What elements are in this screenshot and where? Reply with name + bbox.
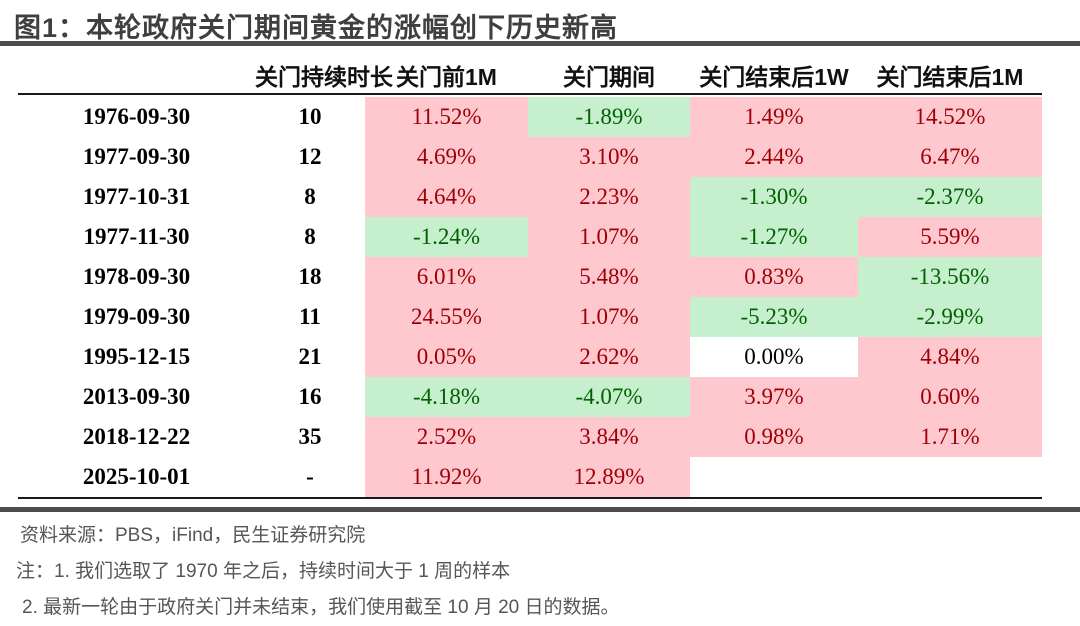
date-cell: 1978-09-30 xyxy=(82,264,191,289)
value-cell: -4.07% xyxy=(528,377,690,417)
table-row: 2013-09-30 16 -4.18% -4.07% 3.97% 0.60% xyxy=(18,377,1042,417)
value-cell: 1.71% xyxy=(858,417,1042,457)
duration-cell: - xyxy=(306,464,314,489)
value-cell: -1.89% xyxy=(528,97,690,137)
duration-cell: 35 xyxy=(298,424,322,449)
value-cell: 14.52% xyxy=(858,97,1042,137)
value-cell: 24.55% xyxy=(365,297,528,337)
value-cell: -1.27% xyxy=(690,217,858,257)
value-cell: 6.47% xyxy=(858,137,1042,177)
value-cell: 11.92% xyxy=(365,457,528,497)
value-cell: 0.98% xyxy=(690,417,858,457)
value-cell: 3.10% xyxy=(528,137,690,177)
value-cell: -2.37% xyxy=(858,177,1042,217)
value-cell: 2.23% xyxy=(528,177,690,217)
date-cell: 1977-09-30 xyxy=(82,144,191,169)
value-cell: 6.01% xyxy=(365,257,528,297)
value-cell: 11.52% xyxy=(365,97,528,137)
date-cell: 2025-10-01 xyxy=(82,464,191,489)
header-separator-line xyxy=(18,93,1042,95)
table-row: 2018-12-22 35 2.52% 3.84% 0.98% 1.71% xyxy=(18,417,1042,457)
footnote-2: 2. 最新一轮由于政府关门并未结束，我们使用截至 10 月 20 日的数据。 xyxy=(22,597,620,618)
value-cell: -1.24% xyxy=(365,217,528,257)
figure-title: 图1：本轮政府关门期间黄金的涨幅创下历史新高 xyxy=(14,13,619,43)
date-cell: 2013-09-30 xyxy=(82,384,191,409)
value-cell: 1.07% xyxy=(528,297,690,337)
header-cell: 关门结束后1M xyxy=(876,63,1024,90)
duration-cell: 11 xyxy=(299,304,321,329)
date-cell: 1977-11-30 xyxy=(83,224,190,249)
duration-cell: 21 xyxy=(298,344,322,369)
value-cell xyxy=(690,457,858,497)
value-cell: -4.18% xyxy=(365,377,528,417)
value-cell: 0.60% xyxy=(858,377,1042,417)
header-cell: 关门前1M xyxy=(396,63,497,90)
table-row: 1978-09-30 18 6.01% 5.48% 0.83% -13.56% xyxy=(18,257,1042,297)
table-body: 1976-09-30 10 11.52% -1.89% 1.49% 14.52% 1977-… xyxy=(18,97,1042,497)
date-cell: 2018-12-22 xyxy=(82,424,191,449)
value-cell: 4.84% xyxy=(858,337,1042,377)
duration-cell: 12 xyxy=(298,144,322,169)
value-cell: -1.30% xyxy=(690,177,858,217)
value-cell: 5.59% xyxy=(858,217,1042,257)
value-cell: -5.23% xyxy=(690,297,858,337)
value-cell xyxy=(858,457,1042,497)
date-cell: 1979-09-30 xyxy=(82,304,191,329)
value-cell: 1.49% xyxy=(690,97,858,137)
table-row: 2025-10-01 - 11.92% 12.89% xyxy=(18,457,1042,497)
table-row: 1995-12-15 21 0.05% 2.62% 0.00% 4.84% xyxy=(18,337,1042,377)
duration-cell: 8 xyxy=(304,224,316,249)
date-cell: 1976-09-30 xyxy=(82,104,191,129)
table-row: 1979-09-30 11 24.55% 1.07% -5.23% -2.99% xyxy=(18,297,1042,337)
duration-cell: 8 xyxy=(304,184,316,209)
table-header-row: 关门持续时长 关门前1M 关门期间 关门结束后1W 关门结束后1M xyxy=(18,56,1042,93)
value-cell: 0.83% xyxy=(690,257,858,297)
source-note: 资料来源：PBS，iFind，民生证券研究院 xyxy=(20,525,366,546)
table-row: 1976-09-30 10 11.52% -1.89% 1.49% 14.52% xyxy=(18,97,1042,137)
footnote-1: 注：1. 我们选取了 1970 年之后，持续时间大于 1 周的样本 xyxy=(16,561,511,582)
header-cell: 关门结束后1W xyxy=(699,63,849,90)
duration-cell: 16 xyxy=(298,384,322,409)
table-bottom-line xyxy=(18,497,1042,499)
value-cell: -13.56% xyxy=(858,257,1042,297)
value-cell: 2.44% xyxy=(690,137,858,177)
table-row: 1977-11-30 8 -1.24% 1.07% -1.27% 5.59% xyxy=(18,217,1042,257)
value-cell: 1.07% xyxy=(528,217,690,257)
value-cell: 3.97% xyxy=(690,377,858,417)
footer-separator-line xyxy=(0,507,1080,512)
value-cell: 12.89% xyxy=(528,457,690,497)
value-cell: 5.48% xyxy=(528,257,690,297)
value-cell: 4.69% xyxy=(365,137,528,177)
table-row: 1977-10-31 8 4.64% 2.23% -1.30% -2.37% xyxy=(18,177,1042,217)
value-cell: 0.00% xyxy=(690,337,858,377)
value-cell: 4.64% xyxy=(365,177,528,217)
duration-cell: 10 xyxy=(298,104,322,129)
header-cell: 关门持续时长 xyxy=(255,63,393,90)
value-cell: -2.99% xyxy=(858,297,1042,337)
value-cell: 2.52% xyxy=(365,417,528,457)
value-cell: 3.84% xyxy=(528,417,690,457)
date-cell: 1977-10-31 xyxy=(82,184,191,209)
table-row: 1977-09-30 12 4.69% 3.10% 2.44% 6.47% xyxy=(18,137,1042,177)
header-cell: 关门期间 xyxy=(563,63,655,90)
value-cell: 2.62% xyxy=(528,337,690,377)
date-cell: 1995-12-15 xyxy=(82,344,191,369)
title-underline xyxy=(0,41,1080,46)
value-cell: 0.05% xyxy=(365,337,528,377)
duration-cell: 18 xyxy=(298,264,322,289)
